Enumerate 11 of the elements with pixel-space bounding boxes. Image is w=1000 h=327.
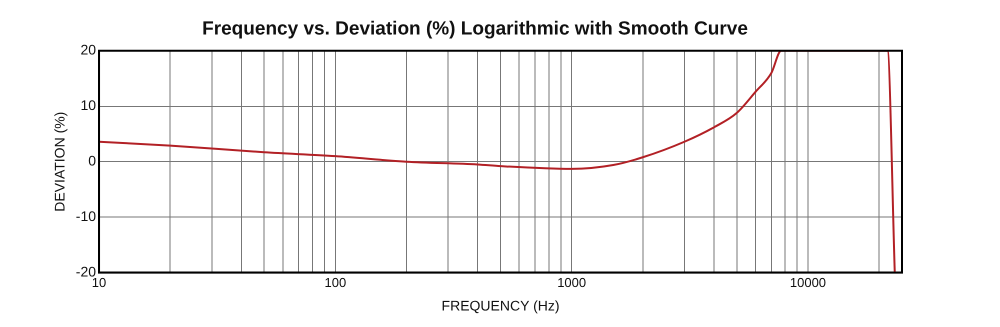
y-tick-label: 20 [80,42,96,58]
x-tick-label: 1000 [557,274,586,290]
x-tick-label: 100 [324,274,346,290]
y-tick-label: 0 [88,152,96,169]
y-tick-label: 10 [80,97,96,114]
y-axis-title: DEVIATION (%) [51,112,68,212]
chart-title: Frequency vs. Deviation (%) Logarithmic with Smooth Curve [202,18,748,40]
y-tick-label: -10 [76,208,96,224]
y-tick-label: -20 [76,263,96,280]
x-tick-label: 10000 [790,274,826,290]
x-axis-title: FREQUENCY (Hz) [442,297,560,314]
